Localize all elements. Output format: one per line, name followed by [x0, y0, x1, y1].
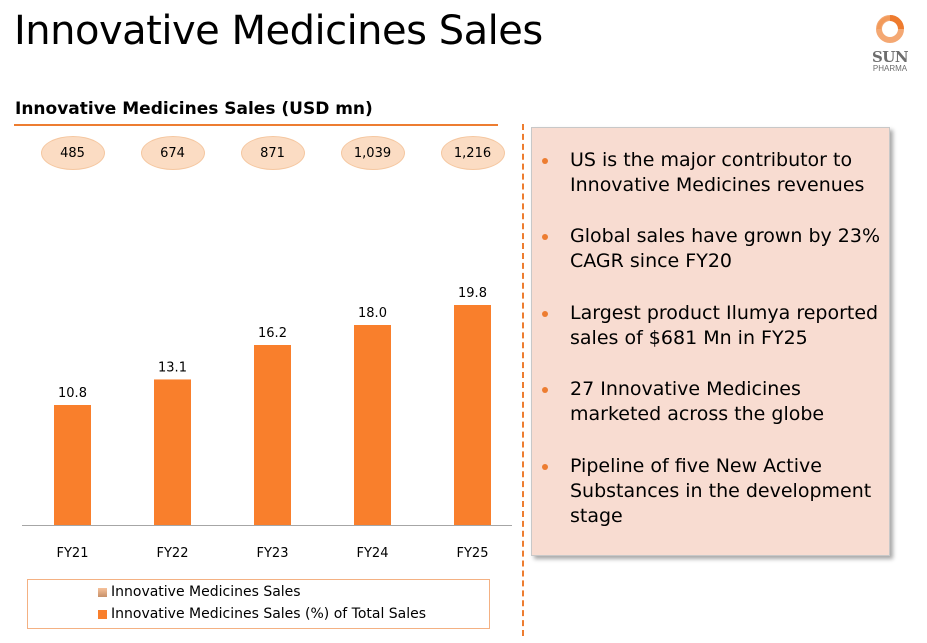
legend-item-percent: Innovative Medicines Sales (%) of Total … — [98, 606, 426, 622]
bar-data-label: 13.1 — [158, 360, 187, 375]
bullet-text: Pipeline of five New Active Substances i… — [570, 455, 872, 527]
bullet-icon — [542, 234, 548, 240]
sales-bubble-fy23: 871 — [240, 136, 305, 170]
bar-fy21 — [54, 405, 91, 525]
legend-swatch-sales — [98, 587, 107, 597]
chart-legend: Innovative Medicines Sales Innovative Me… — [27, 579, 490, 629]
x-tick-label: FY22 — [157, 546, 189, 561]
legend-label: Innovative Medicines Sales — [111, 584, 301, 600]
bullet-text: 27 Innovative Medicines marketed across … — [570, 378, 825, 425]
bar-fy25 — [454, 305, 491, 525]
bar-data-label: 16.2 — [258, 326, 287, 341]
x-tick-label: FY23 — [257, 546, 289, 561]
sun-pharma-ring-icon — [876, 15, 904, 43]
bar-data-label: 18.0 — [358, 306, 387, 321]
legend-swatch-percent — [98, 609, 107, 619]
bar-fy22 — [154, 379, 191, 525]
sales-bubble-fy24: 1,039 — [340, 136, 405, 170]
section-divider — [522, 124, 524, 636]
bullet-text: US is the major contributor to Innovativ… — [570, 149, 865, 196]
chart-title: Innovative Medicines Sales (USD mn) — [15, 99, 373, 119]
bar-data-label: 10.8 — [58, 386, 87, 401]
bar-fy24 — [354, 325, 391, 525]
x-tick-label: FY25 — [457, 546, 489, 561]
bar-data-label: 19.8 — [458, 286, 487, 301]
sales-bubble-fy21: 485 — [40, 136, 105, 170]
legend-item-sales: Innovative Medicines Sales — [98, 584, 301, 600]
bullet-icon — [542, 311, 548, 317]
bar-fy23 — [254, 345, 291, 525]
sun-pharma-logo: SUN PHARMA — [866, 14, 914, 104]
x-tick-label: FY21 — [57, 546, 89, 561]
bullet-icon — [542, 387, 548, 393]
page-title: Innovative Medicines Sales — [14, 8, 543, 54]
sales-bubble-fy25: 1,216 — [440, 136, 505, 170]
x-tick-label: FY24 — [357, 546, 389, 561]
logo-brand-subtext: PHARMA — [872, 64, 908, 73]
bullet-text: Global sales have grown by 23% CAGR sinc… — [570, 225, 881, 272]
highlights-panel: US is the major contributor to Innovativ… — [531, 127, 890, 556]
bar-chart: 10.8 FY21 13.1 FY22 16.2 FY23 18.0 FY24 19.8 FY25 — [22, 286, 512, 561]
bullet-icon — [542, 464, 548, 470]
logo-brand-text: SUN — [871, 48, 909, 66]
bullet-icon — [542, 158, 548, 164]
legend-label: Innovative Medicines Sales (%) of Total … — [111, 606, 427, 622]
sales-bubble-fy22: 674 — [140, 136, 205, 170]
title-underline — [14, 124, 498, 126]
bullet-text: Largest product Ilumya reported sales of… — [570, 302, 879, 349]
